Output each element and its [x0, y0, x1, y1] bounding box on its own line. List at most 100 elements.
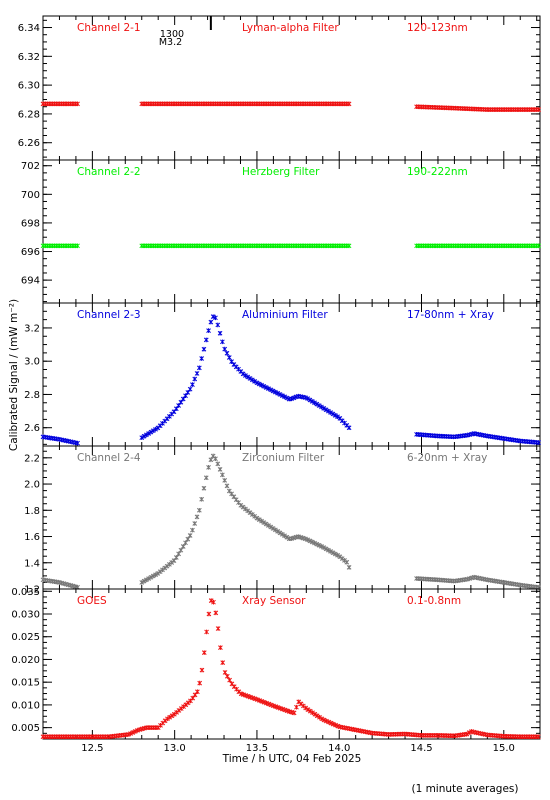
y-tick-label: 2.8 — [24, 390, 40, 401]
data-point — [192, 521, 198, 526]
data-point — [220, 472, 225, 478]
data-point — [263, 385, 269, 390]
y-tick-label: 2.0 — [24, 480, 40, 491]
data-point — [277, 530, 283, 536]
data-point — [319, 404, 324, 410]
y-tick-label: 702 — [21, 161, 40, 172]
y-tick-label: 6.28 — [18, 109, 40, 120]
data-point — [268, 524, 274, 530]
chart-panel-1: 6.26 6.28 6.30 6.32 6.34 Channel 2-1 Lyman-alp… — [18, 15, 542, 161]
panel-channel-label: GOES — [77, 595, 107, 607]
data-point — [226, 355, 232, 360]
x-tick-label: 14.5 — [410, 743, 432, 754]
panel-frame — [42, 15, 541, 161]
data-point — [141, 578, 147, 584]
data-point — [319, 716, 325, 722]
data-point — [291, 710, 297, 716]
data-point — [319, 544, 324, 549]
data-point — [346, 101, 352, 107]
data-point — [466, 730, 472, 735]
data-point — [316, 542, 322, 548]
data-point — [203, 475, 209, 481]
panel-band-label: 120-123nm — [407, 22, 468, 34]
data-point — [314, 541, 320, 547]
y-tick-label: 0.035 — [11, 587, 40, 598]
data-point — [266, 386, 271, 391]
data-point — [201, 346, 207, 352]
data-point — [148, 574, 154, 580]
data-point — [139, 580, 145, 585]
data-point — [210, 314, 216, 319]
data-point — [201, 485, 207, 491]
data-point — [169, 713, 175, 719]
chart-panel-4: 1.2 1.4 1.6 1.8 2.0 2.2 Channel 2-4 Zirconium F… — [24, 445, 542, 596]
data-point — [218, 645, 223, 650]
y-tick-label: 0.025 — [11, 632, 40, 643]
panel-channel-label: Channel 2-3 — [77, 309, 141, 321]
x-tick-label: 12.5 — [81, 743, 103, 754]
data-point — [261, 520, 267, 525]
data-point — [312, 400, 317, 406]
data-point — [215, 322, 221, 328]
data-point — [330, 550, 336, 556]
data-point — [259, 382, 264, 388]
y-tick-label: 0.005 — [11, 723, 40, 734]
data-point — [215, 626, 221, 631]
data-point — [178, 547, 184, 553]
panel-frame — [42, 302, 541, 447]
data-point — [256, 381, 262, 387]
panel-channel-label: Channel 2-2 — [77, 166, 141, 178]
data-point — [222, 346, 228, 352]
data-point — [275, 390, 281, 396]
data-point — [220, 339, 225, 345]
panel-filter-label: Herzberg Filter — [242, 166, 320, 178]
data-point — [215, 461, 221, 467]
data-point — [153, 572, 158, 578]
y-tick-label: 1.6 — [24, 532, 40, 543]
data-point — [273, 527, 278, 533]
data-point — [206, 328, 211, 333]
y-tick-label: 6.30 — [18, 81, 40, 92]
data-point — [208, 457, 214, 463]
data-point — [148, 429, 154, 435]
y-tick-label: 3.0 — [24, 357, 40, 368]
data-point — [204, 629, 209, 635]
data-point — [275, 529, 281, 534]
data-point — [249, 377, 255, 383]
data-point — [196, 365, 202, 371]
data-point — [344, 559, 350, 565]
data-point — [146, 431, 152, 436]
data-point — [194, 514, 200, 520]
data-point — [259, 518, 264, 524]
data-point — [153, 426, 158, 432]
data-point — [282, 533, 287, 539]
x-tick-label: 13.5 — [246, 743, 268, 754]
panel-band-label: 190-222nm — [407, 166, 468, 178]
data-point — [323, 546, 329, 552]
data-point — [270, 388, 276, 394]
data-point — [328, 410, 334, 415]
y-tick-label: 6.34 — [18, 23, 40, 34]
data-point — [195, 689, 200, 695]
data-point — [332, 412, 338, 418]
data-point — [312, 540, 317, 546]
data-point — [307, 708, 313, 714]
y-tick-label: 0.010 — [11, 700, 40, 711]
y-tick-label: 1.4 — [24, 558, 40, 569]
x-tick-label: 13.0 — [164, 743, 186, 754]
panel-band-label: 6-20nm + Xray — [407, 452, 487, 464]
data-point — [317, 714, 322, 720]
data-point — [217, 330, 223, 336]
data-point — [309, 539, 315, 545]
data-point — [310, 710, 315, 716]
data-point — [326, 547, 331, 553]
flare-time-label: 1300 — [160, 29, 184, 40]
panel-channel-label: Channel 2-1 — [77, 22, 141, 34]
data-point — [173, 555, 179, 560]
data-point — [196, 507, 202, 513]
data-point — [143, 432, 149, 438]
panel-frame — [42, 445, 541, 590]
y-tick-label: 698 — [21, 218, 40, 229]
chart-panel-3: 2.6 2.8 3.0 3.2 Channel 2-3 Aluminium Filter 1… — [24, 302, 542, 447]
